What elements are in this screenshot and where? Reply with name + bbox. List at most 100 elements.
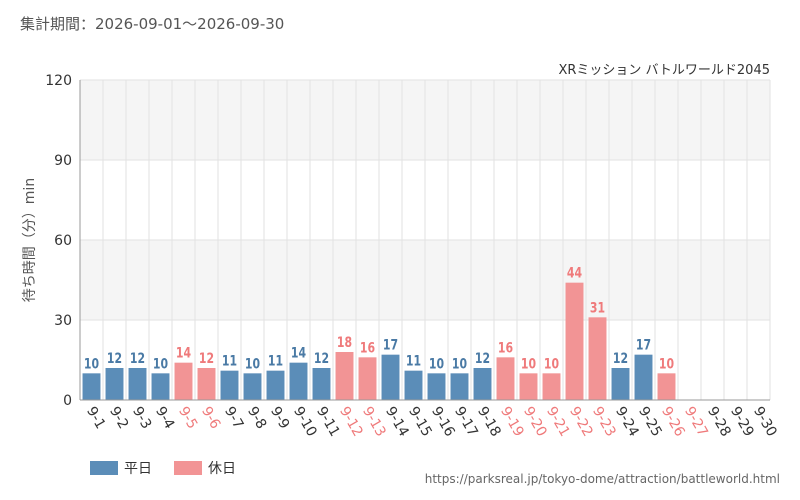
x-tick-label: 9-5 [175,404,200,432]
x-tick-labels: 9-19-29-39-49-59-69-79-89-99-109-119-129… [83,404,780,440]
x-tick-label: 9-9 [267,404,292,432]
x-tick-label: 9-24 [612,404,642,440]
bar [335,352,354,400]
legend-item-holiday: 休日 [174,458,236,478]
x-tick-label: 9-14 [382,404,412,440]
bar [496,357,515,400]
chart-title: XRミッション バトルワールド2045 [558,63,770,78]
bar [220,370,239,400]
bar-value-label: 12 [314,350,329,367]
x-tick-label: 9-17 [451,404,481,440]
x-tick-label: 9-13 [359,404,389,440]
bar [128,368,147,400]
legend-label-holiday: 休日 [208,461,236,477]
x-tick-label: 9-4 [152,404,177,432]
bar-value-label: 10 [84,355,99,372]
bar-value-label: 10 [452,355,467,372]
x-tick-label: 9-22 [566,404,596,440]
bar-value-label: 16 [360,339,375,356]
bar-value-label: 10 [429,355,444,372]
bar [266,370,285,400]
legend-swatch-holiday [174,461,202,475]
x-tick-label: 9-1 [83,404,108,432]
x-tick-label: 9-20 [520,404,550,440]
bar [312,368,331,400]
bar [381,354,400,400]
bar [82,373,101,400]
bar [588,317,607,400]
bar [473,368,492,400]
x-tick-label: 9-26 [658,404,688,440]
bar-value-label: 44 [567,264,582,281]
bar [427,373,446,400]
bar-value-label: 10 [521,355,536,372]
x-tick-label: 9-11 [313,404,343,440]
bar-value-label: 10 [153,355,168,372]
x-tick-label: 9-2 [106,404,131,432]
bar [404,370,423,400]
period-label: 集計期間：2026-09-01～2026-09-30 [20,15,285,33]
bar-value-label: 14 [176,344,191,361]
bars [82,282,676,400]
y-tick-label: 90 [54,153,72,169]
x-tick-label: 9-16 [428,404,458,440]
bar-value-label: 12 [130,350,145,367]
bar [197,368,216,400]
y-axis-label: 待ち時間（分）min [22,178,38,302]
x-tick-label: 9-12 [336,404,366,440]
x-tick-label: 9-25 [635,404,665,440]
bar-value-label: 17 [636,336,651,353]
bar [105,368,124,400]
bar-value-labels: 10 12 12 10 14 12 11 10 11 14 12 18 16 17 11 10 10 12 16 10… [84,264,674,371]
bar [542,373,561,400]
x-tick-label: 9-10 [290,404,320,440]
x-tick-label: 9-29 [727,404,757,440]
bar [634,354,653,400]
y-tick-labels: 0 30 60 90 120 [45,73,72,409]
x-tick-label: 9-27 [681,404,711,440]
bar [243,373,262,400]
x-tick-label: 9-21 [543,404,573,440]
x-tick-label: 9-8 [244,404,269,432]
bar-value-label: 11 [406,352,421,369]
y-tick-label: 0 [63,393,72,409]
legend-item-weekday: 平日 [90,458,152,478]
bar [611,368,630,400]
bar [519,373,538,400]
bar-value-label: 12 [107,350,122,367]
x-tick-label: 9-3 [129,404,154,432]
x-tick-label: 9-23 [589,404,619,440]
x-tick-label: 9-30 [750,404,780,440]
source-url: https://parksreal.jp/tokyo-dome/attracti… [424,472,780,486]
bar-value-label: 10 [245,355,260,372]
bar-value-label: 11 [222,352,237,369]
y-tick-label: 60 [54,233,72,249]
bar-value-label: 11 [268,352,283,369]
bar-value-label: 10 [544,355,559,372]
bar [289,362,308,400]
bar-value-label: 12 [199,350,214,367]
bar [151,373,170,400]
legend-swatch-weekday [90,461,118,475]
x-tick-label: 9-15 [405,404,435,440]
bar-value-label: 10 [659,355,674,372]
bar-value-label: 12 [475,350,490,367]
y-tick-label: 30 [54,313,72,329]
bar-value-label: 16 [498,339,513,356]
bar-value-label: 18 [337,334,352,351]
bar-value-label: 17 [383,336,398,353]
legend-label-weekday: 平日 [124,461,152,477]
x-tick-label: 9-19 [497,404,527,440]
y-tick-label: 120 [45,73,72,89]
bar-value-label: 12 [613,350,628,367]
legend: 平日 休日 [90,458,236,478]
bar [174,362,193,400]
bar [657,373,676,400]
x-tick-label: 9-18 [474,404,504,440]
bar [565,282,584,400]
bar-value-label: 14 [291,344,306,361]
bar-value-label: 31 [590,299,605,316]
x-tick-label: 9-28 [704,404,734,440]
bar [358,357,377,400]
x-tick-label: 9-6 [198,404,223,432]
